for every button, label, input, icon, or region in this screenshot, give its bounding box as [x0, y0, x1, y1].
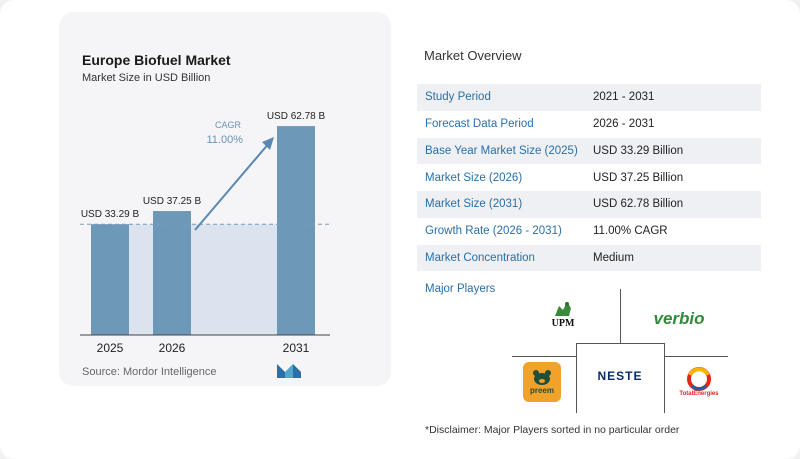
- bar: [277, 126, 315, 335]
- overview-row-key: Base Year Market Size (2025): [425, 144, 578, 157]
- overview-row: Market Size (2026) USD 37.25 Billion: [417, 164, 761, 191]
- overview-row-value: USD 33.29 Billion: [593, 144, 684, 157]
- overview-row-value: Medium: [593, 251, 634, 264]
- data-label: USD 33.29 B: [81, 209, 140, 220]
- overview-title: Market Overview: [424, 48, 522, 63]
- chart-title: Europe Biofuel Market: [82, 52, 231, 68]
- players-divider: [664, 356, 728, 357]
- x-tick-label: 2031: [283, 341, 310, 355]
- bar: [153, 211, 191, 335]
- neste-logo: NESTE: [590, 365, 650, 387]
- disclaimer: *Disclaimer: Major Players sorted in no …: [425, 424, 680, 436]
- overview-row-value: USD 62.78 Billion: [593, 198, 684, 211]
- overview-row-key: Study Period: [425, 91, 491, 104]
- overview-row-key: Growth Rate (2026 - 2031): [425, 225, 562, 238]
- overview-row-value: 2021 - 2031: [593, 91, 655, 104]
- market-overview-table: Study Period 2021 - 2031 Forecast Data Per…: [417, 84, 761, 272]
- overview-row-key: Market Size (2026): [425, 171, 523, 184]
- preem-bear-icon: [533, 369, 551, 385]
- x-tick-label: 2025: [97, 341, 124, 355]
- players-divider: [576, 343, 664, 344]
- overview-row: Growth Rate (2026 - 2031) 11.00% CAGR: [417, 218, 761, 245]
- x-tick-label: 2026: [159, 341, 186, 355]
- totalenergies-logo-text: TotalEnergies: [679, 391, 719, 397]
- mordor-logo-icon: [277, 364, 301, 378]
- overview-row: Market Size (2031) USD 62.78 Billion: [417, 191, 761, 218]
- major-players-title: Major Players: [425, 283, 496, 295]
- neste-logo-text: NESTE: [597, 369, 643, 383]
- chart-subtitle: Market Size in USD Billion: [82, 72, 211, 84]
- upm-logo: UPM: [538, 296, 588, 332]
- data-label: USD 62.78 B: [267, 111, 326, 122]
- overview-row: Study Period 2021 - 2031: [417, 84, 761, 111]
- overview-row-key: Market Concentration: [425, 251, 535, 264]
- overview-row: Base Year Market Size (2025) USD 33.29 Bi…: [417, 137, 761, 165]
- overview-row: Market Concentration Medium: [417, 244, 761, 272]
- overview-row-key: Market Size (2031): [425, 198, 523, 211]
- players-divider: [664, 343, 665, 413]
- overview-row-value: USD 37.25 Billion: [593, 171, 684, 184]
- preem-logo: preem: [523, 362, 561, 402]
- overview-row: Forecast Data Period 2026 - 2031: [417, 111, 761, 138]
- cagr-arrowhead: [262, 137, 274, 150]
- overview-row-value: 2026 - 2031: [593, 118, 655, 131]
- bar: [91, 224, 129, 335]
- preem-logo-text: preem: [529, 385, 554, 395]
- upm-logo-text: UPM: [551, 317, 575, 329]
- cagr-arrow: [194, 141, 271, 231]
- players-divider: [576, 343, 577, 413]
- bar-chart: USD 33.29 B 2025 USD 37.25 B 2026 USD 62.78 …: [80, 111, 330, 355]
- totalenergies-logo: TotalEnergies: [674, 362, 724, 402]
- verbio-logo: verbio: [648, 306, 710, 332]
- players-divider: [512, 356, 576, 357]
- overview-row-value: 11.00% CAGR: [593, 225, 668, 238]
- chart-source: Source: Mordor Intelligence: [82, 366, 217, 378]
- cagr-label: CAGR: [215, 120, 242, 130]
- overview-row-key: Forecast Data Period: [425, 118, 534, 131]
- verbio-logo-text: verbio: [653, 309, 705, 328]
- upm-griffin-icon: [555, 301, 571, 316]
- cagr-value: 11.00%: [207, 134, 244, 146]
- data-label: USD 37.25 B: [143, 196, 202, 207]
- totalenergies-swirl-icon: [687, 367, 711, 391]
- players-divider: [620, 289, 621, 344]
